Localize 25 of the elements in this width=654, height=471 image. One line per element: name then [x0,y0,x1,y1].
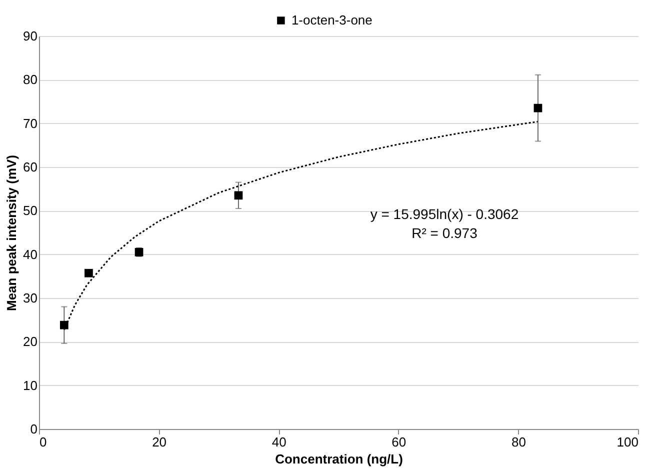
x-tick-label: 100 [616,434,638,450]
point [234,191,243,200]
y-tick-label: 40 [23,246,38,262]
y-tick-label: 70 [23,116,38,131]
y-tick-label: 80 [23,72,38,88]
y-tick-label: 60 [23,160,38,174]
legend-label: 1-octen-3-one [291,12,372,28]
y-tick-label: 50 [23,203,38,218]
y-tick-label: 30 [23,290,38,306]
y-tick-label: 0 [30,422,38,436]
annotation: R² = 0.973 [412,224,478,241]
y-axis-title: Mean peak intensity (mV) [4,154,20,312]
y-tick-label: 10 [23,378,38,393]
x-axis-title: Concentration (ng/L) [275,452,403,466]
annotation: y = 15.995ln(x) - 0.3062 [370,206,519,222]
y-tick-label: 20 [23,334,38,350]
point [60,320,68,330]
x-tick-label: 20 [152,434,167,450]
x-tick-label: 60 [392,434,406,450]
x-tick-label: 80 [511,434,526,450]
y-tick-label: 90 [23,28,38,44]
x-tick-label: 40 [272,434,286,450]
point [534,104,542,112]
x-tick-label: 0 [40,434,47,450]
point [84,268,93,278]
